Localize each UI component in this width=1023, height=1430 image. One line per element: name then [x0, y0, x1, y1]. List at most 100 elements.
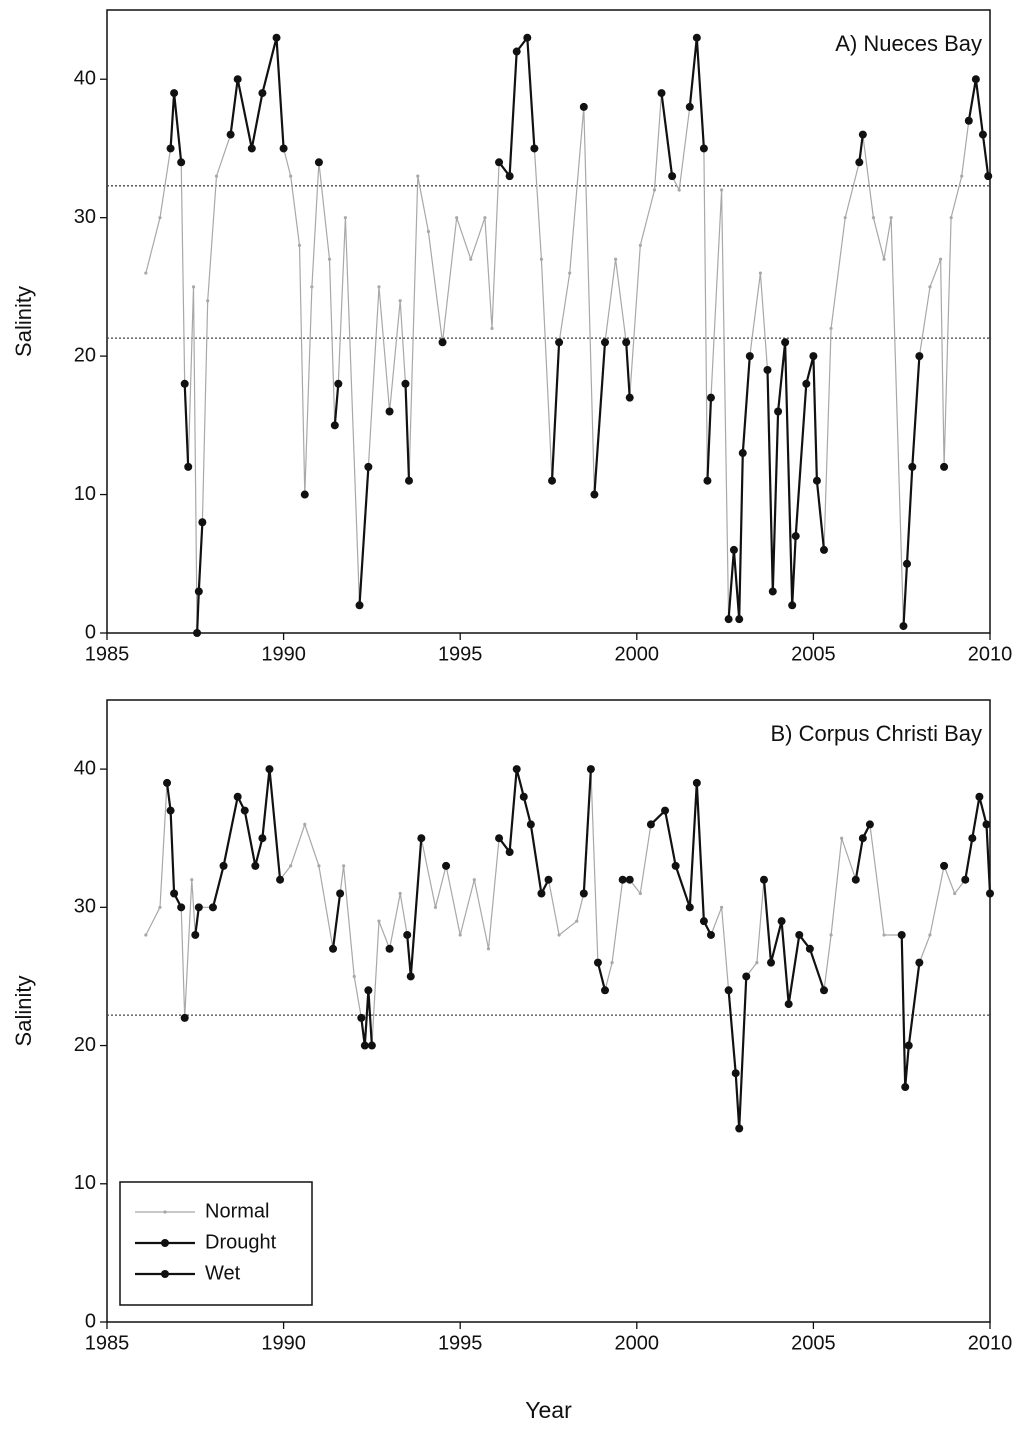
point — [300, 490, 309, 499]
plot-frame — [106, 699, 991, 1323]
normal-point — [843, 216, 847, 220]
point — [505, 848, 514, 857]
line — [858, 134, 864, 163]
x-tick-label: 1990 — [261, 1332, 306, 1354]
plot-frame — [106, 9, 991, 634]
normal-point — [490, 326, 494, 331]
point — [555, 338, 564, 347]
normal-point — [575, 919, 579, 923]
point — [777, 917, 786, 926]
point — [336, 889, 345, 898]
line — [406, 838, 423, 977]
normal-point — [303, 822, 307, 827]
normal-point — [426, 229, 431, 234]
line — [360, 990, 373, 1046]
point — [258, 89, 267, 98]
point — [512, 47, 521, 56]
y-tick-label: 0 — [85, 621, 96, 643]
point — [851, 875, 860, 884]
normal-point — [677, 188, 681, 192]
point — [193, 629, 202, 637]
normal-line — [145, 768, 991, 1129]
point — [646, 820, 655, 829]
point — [360, 1041, 369, 1050]
legend-marker — [161, 1270, 169, 1278]
point — [788, 601, 797, 610]
point — [367, 1041, 376, 1050]
line — [688, 37, 705, 149]
point — [247, 144, 256, 153]
line — [650, 782, 712, 936]
point — [177, 158, 186, 167]
point — [763, 365, 772, 374]
point — [735, 1124, 744, 1133]
y-tick-label: 30 — [74, 206, 96, 228]
y-axis-label: Salinity — [11, 286, 36, 357]
point — [897, 930, 906, 939]
line — [854, 823, 871, 880]
point — [505, 172, 514, 181]
normal-point — [342, 864, 346, 868]
legend-label: Wet — [205, 1262, 241, 1284]
normal-point — [614, 257, 618, 261]
point — [915, 958, 924, 967]
legend-label: Drought — [205, 1231, 277, 1253]
point — [180, 1013, 189, 1022]
x-tick-label: 1995 — [438, 643, 483, 665]
line — [333, 383, 340, 426]
normal-point — [871, 216, 876, 220]
point — [703, 476, 712, 485]
point — [279, 144, 288, 153]
line — [727, 976, 748, 1129]
normal-point — [938, 257, 943, 261]
point — [191, 930, 200, 939]
legend-marker — [161, 1239, 169, 1247]
y-tick-label: 10 — [74, 483, 96, 505]
point — [901, 1083, 910, 1092]
point — [401, 379, 410, 388]
line — [582, 769, 592, 894]
point — [177, 903, 186, 912]
point — [403, 930, 412, 939]
point — [226, 130, 235, 139]
point — [738, 449, 747, 458]
point — [975, 792, 984, 801]
normal-point — [327, 257, 332, 261]
normal-point — [144, 271, 148, 275]
normal-point — [829, 933, 833, 937]
point — [692, 778, 701, 787]
point — [166, 144, 175, 153]
point — [276, 875, 285, 884]
line — [165, 782, 183, 908]
y-tick-label: 20 — [74, 344, 96, 366]
point — [858, 130, 867, 139]
line — [766, 342, 826, 606]
point — [724, 615, 733, 624]
line — [498, 34, 536, 180]
point — [357, 1013, 366, 1022]
point — [774, 407, 783, 416]
x-tick-label: 2005 — [791, 643, 836, 665]
y-tick-label: 40 — [74, 68, 96, 90]
point — [742, 972, 751, 981]
x-tick-label: 2010 — [968, 643, 1013, 665]
normal-point — [758, 271, 763, 275]
point — [198, 518, 207, 527]
line — [596, 962, 607, 991]
point — [364, 986, 373, 995]
normal-point — [882, 257, 886, 261]
normal-point — [719, 188, 724, 192]
point — [272, 33, 281, 42]
x-axis-label: Year — [525, 1397, 572, 1423]
point — [699, 144, 708, 153]
normal-point — [377, 285, 381, 289]
point — [968, 834, 977, 843]
normal-point — [458, 933, 462, 937]
line — [404, 383, 411, 481]
line — [229, 37, 285, 149]
normal-point — [557, 933, 561, 937]
normal-point — [343, 216, 348, 220]
line — [211, 768, 282, 908]
point — [579, 889, 588, 898]
